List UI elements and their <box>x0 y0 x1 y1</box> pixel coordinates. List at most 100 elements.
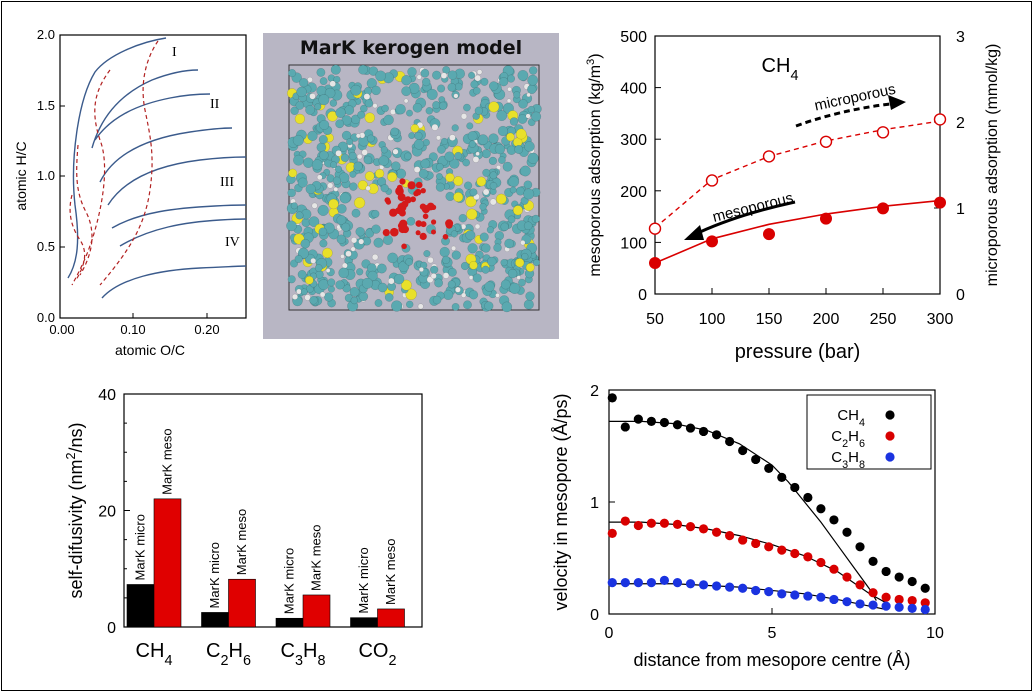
velocity-xtick-label: 5 <box>768 625 777 642</box>
kerogen-atom <box>340 254 345 259</box>
adsorption-title: CH4 <box>762 55 799 84</box>
kerogen-atom <box>303 157 314 168</box>
kerogen-atom <box>371 253 379 261</box>
vk-ytick: 0.0 <box>37 310 55 325</box>
kerogen-atom <box>319 77 328 85</box>
velocity-ytick-label: 2 <box>590 383 599 400</box>
kerogen-atom <box>341 222 351 232</box>
adsorption-chart: 50 100 150 200 250 30001002003004005000123pre… <box>585 29 1001 363</box>
kerogen-atom <box>488 81 499 91</box>
velocity-point <box>633 520 643 531</box>
kerogen-atom <box>466 122 474 130</box>
kerogen-atom <box>442 272 450 279</box>
velocity-point <box>698 524 709 534</box>
kerogen-atom <box>356 153 363 160</box>
diffusivity-bar <box>153 498 182 628</box>
velocity-point <box>855 599 865 609</box>
kerogen-atom <box>353 161 363 172</box>
adsorption-ytick-right-label: 2 <box>956 115 965 132</box>
kerogen-atom <box>479 203 487 211</box>
kerogen-atom <box>507 268 518 279</box>
velocity-point <box>868 600 878 610</box>
mesoporous-point <box>706 235 718 248</box>
kerogen-atom <box>300 288 308 296</box>
kerogen-atom <box>403 98 409 104</box>
diffusivity-ytick-label: 40 <box>98 387 116 404</box>
kerogen-atom <box>355 133 361 139</box>
kerogen-methane-atom <box>431 219 437 225</box>
kerogen-atom <box>427 256 434 264</box>
kerogen-atom <box>518 278 526 287</box>
kerogen-atom <box>465 230 476 241</box>
kerogen-atom <box>413 139 425 150</box>
kerogen-atom <box>451 250 461 260</box>
velocity-point <box>738 583 748 593</box>
velocity-point <box>907 576 917 587</box>
kerogen-atom <box>383 114 394 126</box>
adsorption-y-left-label: mesoporous adsorption (kg/m3) <box>585 53 604 276</box>
kerogen-atom <box>464 181 473 190</box>
kerogen-atom <box>349 182 358 191</box>
kerogen-atom <box>516 275 521 280</box>
diffusivity-bar <box>201 612 229 628</box>
diffusivity-ytick-label: 0 <box>107 620 116 637</box>
microporous-point <box>648 222 662 235</box>
mesoporous-point <box>934 196 946 209</box>
velocity-point <box>751 538 761 549</box>
velocity-point <box>790 590 800 600</box>
kerogen-atom <box>350 237 358 244</box>
kerogen-atom <box>527 84 537 94</box>
kerogen-atoms <box>286 64 542 313</box>
kerogen-atom <box>486 226 495 234</box>
kerogen-atom <box>373 237 384 248</box>
kerogen-atom <box>476 69 483 75</box>
microporous-point <box>819 135 833 148</box>
kerogen-methane-atom <box>382 229 390 237</box>
kerogen-atom <box>488 156 498 166</box>
kerogen-atom <box>374 169 385 179</box>
vk-curve-type-ii <box>91 69 199 149</box>
kerogen-atom <box>509 117 519 126</box>
kerogen-atom <box>467 131 478 141</box>
kerogen-atom <box>290 106 299 116</box>
velocity-point <box>698 426 709 437</box>
kerogen-atom <box>311 159 323 171</box>
diffusivity-bar <box>275 617 304 628</box>
kerogen-atom <box>451 302 460 311</box>
kerogen-atom <box>304 294 311 301</box>
mesoporous-arrow <box>699 200 796 234</box>
kerogen-atom <box>523 299 534 310</box>
vk-type-label: I <box>172 45 177 60</box>
kerogen-atom <box>324 87 336 99</box>
kerogen-atom <box>310 257 317 264</box>
velocity-point <box>725 531 735 541</box>
kerogen-atom <box>307 130 318 142</box>
vk-xtick: 0.00 <box>49 322 74 337</box>
kerogen-atom <box>432 295 442 305</box>
vk-curve-type-iv <box>119 218 247 247</box>
kerogen-atom <box>327 285 335 293</box>
kerogen-atom <box>420 158 431 169</box>
kerogen-atom <box>372 103 378 109</box>
kerogen-atom <box>449 158 460 169</box>
kerogen-atom <box>489 181 498 190</box>
diffusivity-bar <box>228 578 256 628</box>
kerogen-methane-atom <box>395 186 404 196</box>
kerogen-methane-atom <box>420 221 427 228</box>
kerogen-atom <box>335 119 345 129</box>
velocity-y-axis-label: velocity in mesopore (Å/ps) <box>551 393 571 610</box>
kerogen-atom <box>325 268 331 273</box>
kerogen-methane-atom <box>419 203 427 210</box>
kerogen-atom <box>286 220 297 232</box>
kerogen-atom <box>454 151 463 160</box>
kerogen-atom <box>327 182 334 189</box>
kerogen-atom <box>364 99 374 108</box>
kerogen-atom <box>384 293 394 302</box>
kerogen-atom <box>521 252 529 261</box>
kerogen-atom <box>454 286 461 293</box>
kerogen-atom <box>479 232 489 242</box>
kerogen-atom <box>296 86 307 98</box>
kerogen-atom <box>371 224 381 234</box>
kerogen-atom <box>318 279 330 291</box>
velocity-point <box>829 594 839 605</box>
